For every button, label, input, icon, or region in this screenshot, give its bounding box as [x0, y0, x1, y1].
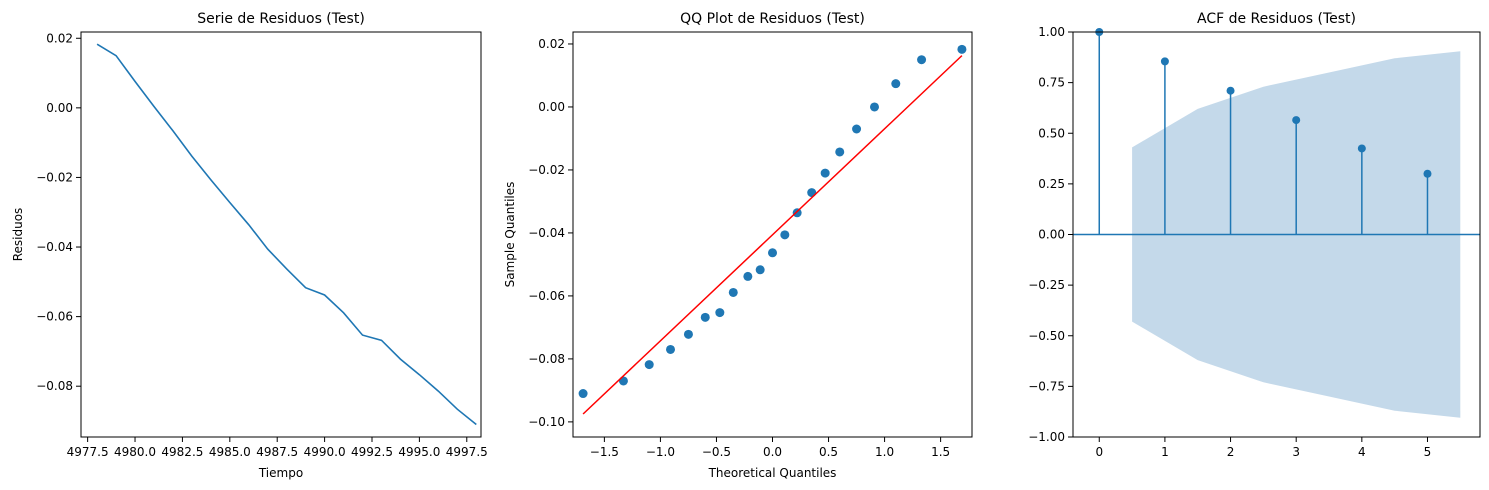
- acf-marker: [1160, 57, 1169, 66]
- acf-marker: [1226, 86, 1235, 95]
- y-tick-label: −0.06: [36, 310, 73, 324]
- qq-point: [715, 308, 725, 318]
- y-tick-label: 0.02: [538, 37, 565, 51]
- x-tick-label: 4990.0: [304, 445, 346, 459]
- acf-marker: [1357, 144, 1366, 153]
- x-tick-label: −1.5: [590, 445, 619, 459]
- x-tick-label: 4997.5: [446, 445, 488, 459]
- qq-point: [768, 248, 777, 258]
- y-tick-label: 0.75: [1038, 76, 1065, 90]
- x-tick-label: 4992.5: [351, 445, 393, 459]
- qq-point: [644, 360, 654, 370]
- qq-point: [852, 124, 862, 134]
- qq-point: [869, 102, 879, 112]
- y-tick-label: 0.02: [46, 31, 73, 45]
- x-tick-label: 0.0: [763, 445, 782, 459]
- y-tick-label: −0.25: [1028, 278, 1065, 292]
- residual-series-panel: 4977.5 4980.0 4982.5 4985.0 4987.5 4990.0 4992…: [11, 11, 488, 480]
- y-tick-label: −0.06: [528, 289, 565, 303]
- x-tick-label: 1.5: [931, 445, 950, 459]
- qq-point: [807, 188, 817, 198]
- y-tick-label: −0.50: [1028, 329, 1065, 343]
- x-tick-label: 5: [1424, 445, 1432, 459]
- y-axis-label: Sample Quantiles: [503, 182, 517, 288]
- x-tick-label: 0: [1095, 445, 1103, 459]
- qq-point: [683, 329, 693, 339]
- qq-point: [917, 55, 927, 65]
- y-tick-label: 0.50: [1038, 126, 1065, 140]
- y-tick-label: −0.75: [1028, 379, 1065, 393]
- y-tick-label: −1.00: [1028, 430, 1065, 444]
- chart-title: QQ Plot de Residuos (Test): [680, 11, 865, 27]
- x-tick-label: 4982.5: [161, 445, 203, 459]
- y-tick-label: 0.00: [1038, 228, 1065, 242]
- y-tick-label: −0.02: [528, 163, 565, 177]
- y-tick-label: −0.10: [528, 415, 565, 429]
- qq-point: [820, 168, 830, 178]
- x-tick-label: −0.5: [702, 445, 731, 459]
- acf-marker: [1423, 169, 1432, 178]
- qq-point: [700, 312, 710, 322]
- qq-point: [666, 344, 676, 354]
- qq-point: [891, 79, 901, 89]
- acf-marker: [1292, 116, 1301, 125]
- qq-reference-line: [582, 55, 963, 415]
- y-axis-label: Residuos: [11, 208, 25, 262]
- x-tick-label: 0.5: [819, 445, 838, 459]
- qq-point: [728, 287, 738, 297]
- qq-point: [743, 271, 753, 281]
- qq-point: [780, 230, 790, 240]
- acf-panel: 0 1 2 3 4 5 −1.00 −0.75 −0.50 −0.25 0.00 0.25 0.50 0.…: [1028, 11, 1481, 459]
- axes-frame: [1072, 31, 1481, 438]
- y-tick-label: −0.02: [36, 170, 73, 184]
- axes-frame: [80, 31, 482, 438]
- x-axis-label: Tiempo: [258, 466, 303, 480]
- residual-series-line: [96, 43, 477, 426]
- axes-frame: [572, 31, 973, 438]
- y-tick-label: 1.00: [1038, 25, 1065, 39]
- x-tick-label: 4985.0: [209, 445, 251, 459]
- qq-point: [755, 265, 765, 275]
- qq-point: [792, 208, 802, 218]
- qq-point: [957, 44, 967, 54]
- x-tick-label: 4980.0: [114, 445, 156, 459]
- x-tick-label: 2: [1227, 445, 1235, 459]
- y-tick-label: 0.00: [46, 101, 73, 115]
- y-tick-label: −0.04: [36, 240, 73, 254]
- x-tick-label: 1: [1161, 445, 1169, 459]
- y-tick-label: 0.25: [1038, 177, 1065, 191]
- y-tick-label: −0.08: [528, 352, 565, 366]
- chart-title: ACF de Residuos (Test): [1197, 11, 1356, 27]
- qq-point: [835, 147, 845, 157]
- qq-point: [578, 389, 588, 399]
- chart-title: Serie de Residuos (Test): [197, 11, 365, 27]
- y-tick-label: −0.08: [36, 379, 73, 393]
- y-tick-label: −0.04: [528, 226, 565, 240]
- x-tick-label: 4: [1358, 445, 1366, 459]
- x-tick-label: 4987.5: [256, 445, 298, 459]
- x-tick-label: 3: [1292, 445, 1300, 459]
- x-axis-label: Theoretical Quantiles: [708, 466, 837, 480]
- x-tick-label: 4977.5: [67, 445, 109, 459]
- x-tick-label: 4995.0: [398, 445, 440, 459]
- x-tick-label: 1.0: [875, 445, 894, 459]
- y-tick-label: 0.00: [538, 100, 565, 114]
- qq-plot-panel: −1.5 −1.0 −0.5 0.0 0.5 1.0 1.5 −0.10 −0.08 −0.06 −…: [503, 11, 973, 480]
- x-tick-label: −1.0: [646, 445, 675, 459]
